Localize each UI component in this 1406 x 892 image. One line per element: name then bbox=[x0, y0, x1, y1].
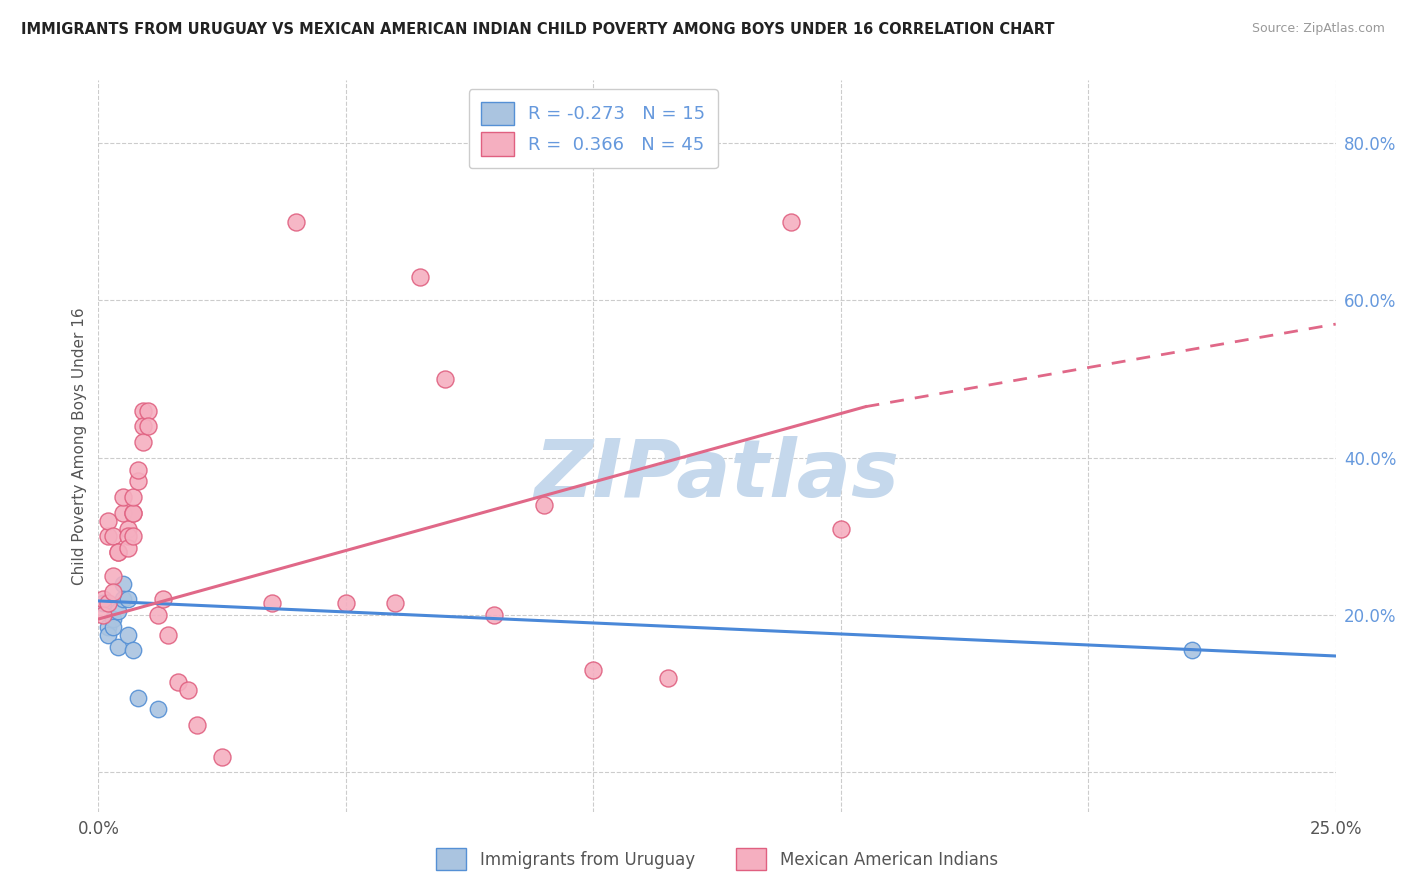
Point bbox=[122, 506, 145, 520]
Point bbox=[103, 612, 125, 626]
Text: IMMIGRANTS FROM URUGUAY VS MEXICAN AMERICAN INDIAN CHILD POVERTY AMONG BOYS UNDE: IMMIGRANTS FROM URUGUAY VS MEXICAN AMERI… bbox=[21, 22, 1054, 37]
Point bbox=[97, 628, 120, 642]
Point bbox=[107, 640, 129, 654]
Point bbox=[166, 675, 188, 690]
Point bbox=[122, 643, 145, 657]
Point bbox=[97, 620, 120, 634]
Text: Source: ZipAtlas.com: Source: ZipAtlas.com bbox=[1251, 22, 1385, 36]
Point bbox=[146, 608, 169, 623]
Point bbox=[122, 490, 145, 504]
Point bbox=[384, 596, 406, 610]
Point bbox=[117, 529, 139, 543]
Point bbox=[127, 475, 149, 489]
Point bbox=[132, 435, 155, 450]
Point bbox=[186, 718, 208, 732]
Point bbox=[830, 522, 852, 536]
Point bbox=[112, 576, 135, 591]
Point bbox=[136, 419, 159, 434]
Point bbox=[117, 522, 139, 536]
Point bbox=[93, 596, 115, 610]
Point bbox=[97, 529, 120, 543]
Point bbox=[117, 541, 139, 556]
Point bbox=[97, 596, 120, 610]
Point bbox=[582, 663, 605, 677]
Point bbox=[433, 372, 456, 386]
Point bbox=[176, 682, 198, 697]
Point bbox=[657, 671, 679, 685]
Y-axis label: Child Poverty Among Boys Under 16: Child Poverty Among Boys Under 16 bbox=[72, 307, 87, 585]
Point bbox=[97, 514, 120, 528]
Point bbox=[533, 498, 555, 512]
Point bbox=[112, 506, 135, 520]
Point bbox=[93, 608, 115, 623]
Point bbox=[103, 620, 125, 634]
Point bbox=[103, 568, 125, 582]
Point bbox=[136, 403, 159, 417]
Point bbox=[211, 749, 233, 764]
Text: ZIPatlas: ZIPatlas bbox=[534, 436, 900, 515]
Point bbox=[107, 604, 129, 618]
Point bbox=[122, 529, 145, 543]
Point bbox=[285, 215, 308, 229]
Point bbox=[152, 592, 174, 607]
Point bbox=[132, 403, 155, 417]
Point bbox=[127, 690, 149, 705]
Point bbox=[112, 592, 135, 607]
Point bbox=[107, 545, 129, 559]
Point bbox=[146, 702, 169, 716]
Point bbox=[117, 628, 139, 642]
Legend: Immigrants from Uruguay, Mexican American Indians: Immigrants from Uruguay, Mexican America… bbox=[430, 842, 1004, 877]
Point bbox=[156, 628, 179, 642]
Point bbox=[122, 506, 145, 520]
Point bbox=[117, 592, 139, 607]
Point bbox=[112, 490, 135, 504]
Point bbox=[1181, 643, 1204, 657]
Point bbox=[260, 596, 283, 610]
Point bbox=[780, 215, 803, 229]
Point bbox=[93, 592, 115, 607]
Point bbox=[127, 462, 149, 476]
Point bbox=[409, 269, 432, 284]
Point bbox=[335, 596, 357, 610]
Point bbox=[107, 545, 129, 559]
Point bbox=[103, 529, 125, 543]
Point bbox=[484, 608, 506, 623]
Point bbox=[103, 584, 125, 599]
Point bbox=[132, 419, 155, 434]
